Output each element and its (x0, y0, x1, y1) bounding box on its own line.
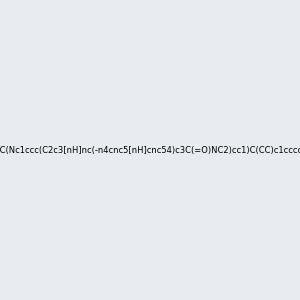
Text: O=C(Nc1ccc(C2c3[nH]nc(-n4cnc5[nH]cnc54)c3C(=O)NC2)cc1)C(CC)c1ccccc1: O=C(Nc1ccc(C2c3[nH]nc(-n4cnc5[nH]cnc54)c… (0, 146, 300, 154)
